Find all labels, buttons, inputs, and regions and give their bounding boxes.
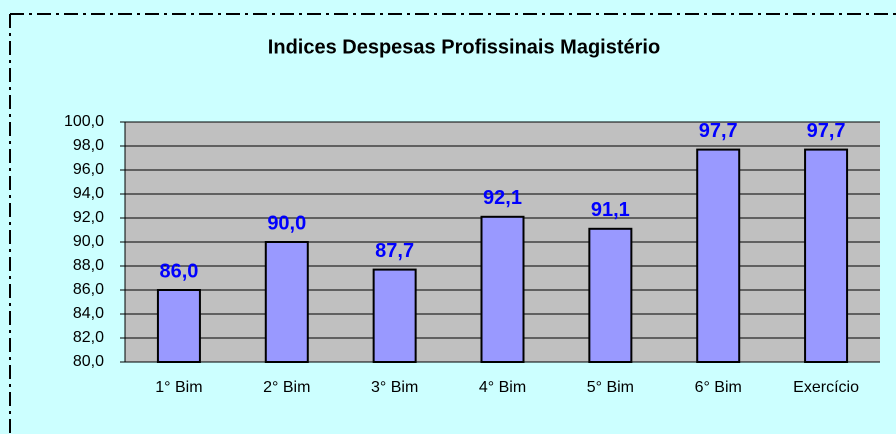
x-tick-label: 3° Bim — [371, 379, 418, 396]
x-tick-label: 6° Bim — [695, 379, 742, 396]
x-tick-label: 5° Bim — [587, 379, 634, 396]
y-tick-label: 100,0 — [64, 113, 104, 130]
value-label: 92,1 — [483, 187, 522, 209]
value-label: 86,0 — [159, 260, 198, 282]
y-tick-label: 80,0 — [73, 353, 104, 370]
bar — [588, 227, 633, 363]
x-tick-label: 2° Bim — [263, 379, 310, 396]
y-tick-label: 84,0 — [73, 305, 104, 322]
value-label: 97,7 — [807, 120, 846, 142]
value-label: 91,1 — [591, 199, 630, 221]
y-tick-label: 98,0 — [73, 137, 104, 154]
x-tick-label: 4° Bim — [479, 379, 526, 396]
x-tick-label: Exercício — [793, 379, 859, 396]
chart-title: Indices Despesas Profissinais Magistério — [268, 36, 660, 58]
value-label: 90,0 — [267, 212, 306, 234]
x-tick-label: 1° Bim — [155, 379, 202, 396]
bar — [804, 148, 849, 363]
bar — [156, 289, 201, 363]
value-label: 87,7 — [375, 240, 414, 262]
y-tick-label: 82,0 — [73, 329, 104, 346]
bar — [372, 268, 417, 364]
y-tick-label: 92,0 — [73, 209, 104, 226]
bar — [480, 215, 525, 363]
bar — [696, 148, 741, 363]
y-tick-label: 86,0 — [73, 281, 104, 298]
bar — [264, 241, 309, 363]
y-tick-label: 90,0 — [73, 233, 104, 250]
y-tick-label: 94,0 — [73, 185, 104, 202]
y-tick-label: 96,0 — [73, 161, 104, 178]
value-label: 97,7 — [699, 120, 738, 142]
y-tick-label: 88,0 — [73, 257, 104, 274]
